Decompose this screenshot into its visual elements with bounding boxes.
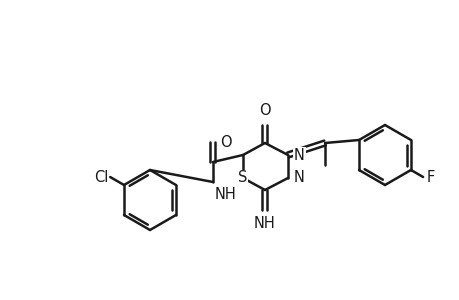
Text: Cl: Cl — [94, 169, 108, 184]
Text: NH: NH — [253, 216, 275, 231]
Text: O: O — [219, 134, 231, 149]
Text: NH: NH — [214, 187, 236, 202]
Text: F: F — [426, 169, 434, 184]
Text: O: O — [258, 103, 270, 118]
Text: N: N — [293, 148, 304, 163]
Text: N: N — [293, 170, 304, 185]
Text: S: S — [238, 170, 247, 185]
